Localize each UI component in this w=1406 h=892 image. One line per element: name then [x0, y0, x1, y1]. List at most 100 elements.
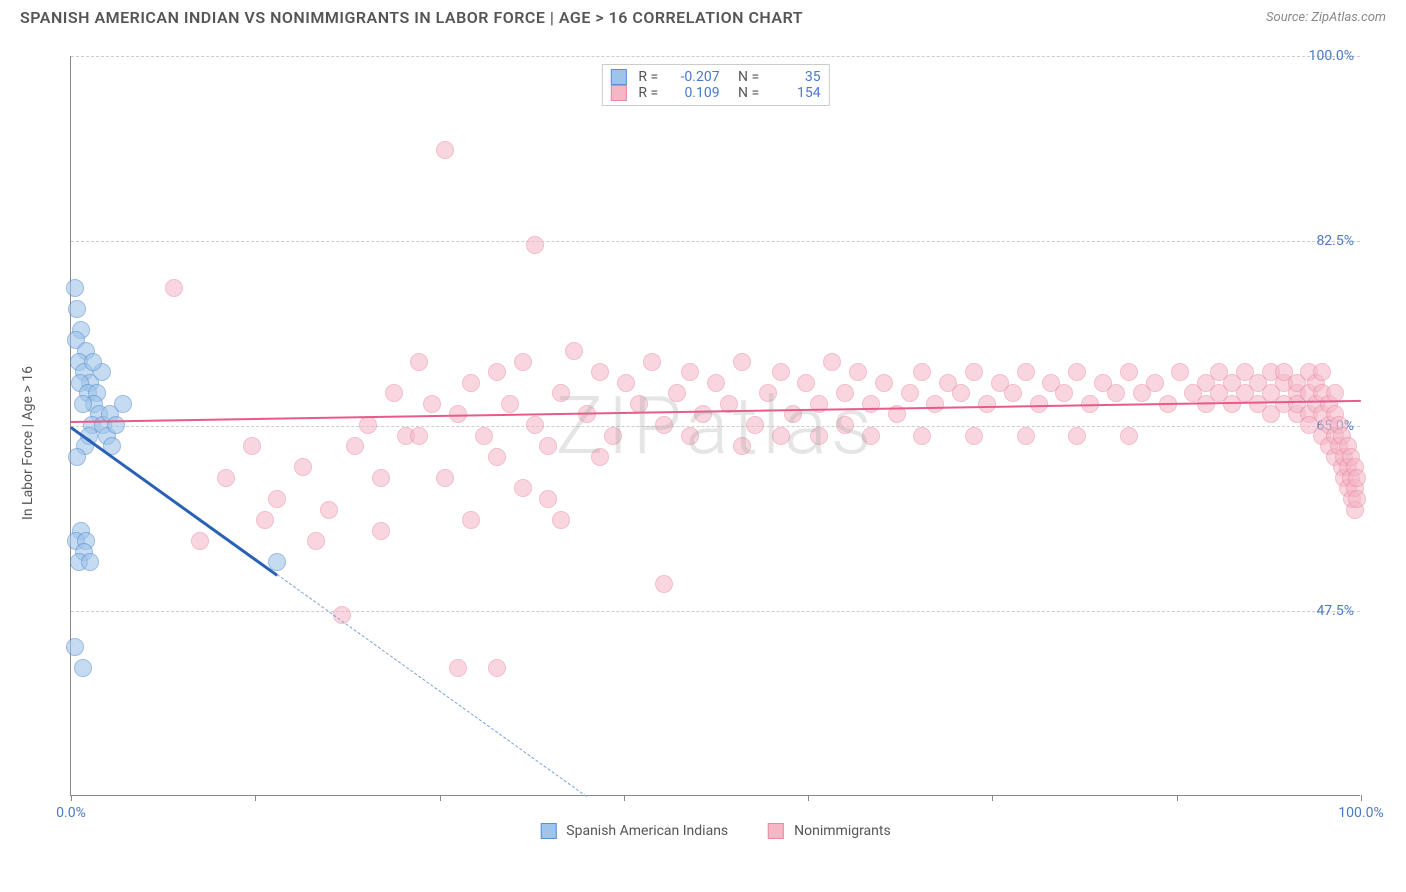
data-point: [604, 427, 622, 445]
r-label: R =: [638, 69, 661, 85]
plot-area: ZIPatlas R = -0.207 N = 35 R = 0.109 N =…: [70, 56, 1360, 796]
data-point: [978, 395, 996, 413]
data-point: [681, 363, 699, 381]
data-point: [772, 427, 790, 445]
data-point: [836, 384, 854, 402]
data-point: [449, 659, 467, 677]
data-point: [965, 427, 983, 445]
data-point: [436, 141, 454, 159]
x-tick-label: 0.0%: [56, 805, 86, 821]
corr-row-series-a: R = -0.207 N = 35: [610, 69, 820, 85]
data-point: [114, 395, 132, 413]
data-point: [74, 659, 92, 677]
data-point: [410, 353, 428, 371]
data-point: [268, 490, 286, 508]
r-label: R =: [638, 85, 661, 101]
data-point: [733, 437, 751, 455]
data-point: [1120, 363, 1138, 381]
data-point: [643, 353, 661, 371]
n-label: N =: [728, 69, 763, 85]
data-point: [875, 374, 893, 392]
data-point: [81, 553, 99, 571]
data-point: [668, 384, 686, 402]
data-point: [462, 374, 480, 392]
data-point: [475, 427, 493, 445]
data-point: [810, 427, 828, 445]
data-point: [1313, 363, 1331, 381]
data-point: [694, 405, 712, 423]
swatch-series-b: [610, 85, 626, 101]
data-point: [1120, 427, 1138, 445]
data-point: [217, 469, 235, 487]
x-tick: [440, 795, 441, 801]
data-point: [707, 374, 725, 392]
swatch-series-a: [610, 69, 626, 85]
data-point: [926, 395, 944, 413]
data-point: [294, 458, 312, 476]
data-point: [862, 427, 880, 445]
data-point: [66, 279, 84, 297]
data-point: [410, 427, 428, 445]
x-tick: [992, 795, 993, 801]
data-point: [591, 448, 609, 466]
x-tick: [624, 795, 625, 801]
data-point: [952, 384, 970, 402]
data-point: [836, 416, 854, 434]
trend-line: [277, 574, 587, 797]
data-point: [526, 416, 544, 434]
data-point: [514, 479, 532, 497]
n-value-b: 154: [771, 85, 821, 101]
data-point: [849, 363, 867, 381]
gridline: [71, 56, 1360, 57]
y-tick-label: 100.0%: [1309, 48, 1354, 64]
data-point: [488, 448, 506, 466]
data-point: [385, 384, 403, 402]
legend-item-a: Spanish American Indians: [540, 823, 728, 839]
data-point: [346, 437, 364, 455]
data-point: [526, 236, 544, 254]
data-point: [74, 395, 92, 413]
gridline: [71, 241, 1360, 242]
data-point: [488, 363, 506, 381]
data-point: [1055, 384, 1073, 402]
correlation-box: R = -0.207 N = 35 R = 0.109 N = 154: [601, 64, 829, 106]
x-tick: [808, 795, 809, 801]
data-point: [256, 511, 274, 529]
gridline: [71, 611, 1360, 612]
x-tick-label: 100.0%: [1338, 805, 1383, 821]
data-point: [552, 511, 570, 529]
r-value-b: 0.109: [670, 85, 720, 101]
data-point: [681, 427, 699, 445]
data-point: [1107, 384, 1125, 402]
data-point: [539, 437, 557, 455]
data-point: [501, 395, 519, 413]
data-point: [359, 416, 377, 434]
data-point: [462, 511, 480, 529]
y-tick-label: 47.5%: [1316, 603, 1354, 619]
data-point: [655, 416, 673, 434]
data-point: [552, 384, 570, 402]
data-point: [746, 416, 764, 434]
data-point: [1171, 363, 1189, 381]
chart-container: In Labor Force | Age > 16 ZIPatlas R = -…: [50, 48, 1380, 838]
data-point: [1146, 374, 1164, 392]
legend-item-b: Nonimmigrants: [768, 823, 891, 839]
data-point: [1348, 469, 1366, 487]
data-point: [655, 575, 673, 593]
data-point: [372, 522, 390, 540]
data-point: [307, 532, 325, 550]
data-point: [66, 638, 84, 656]
data-point: [423, 395, 441, 413]
data-point: [1068, 363, 1086, 381]
x-tick: [1361, 795, 1362, 801]
chart-title: SPANISH AMERICAN INDIAN VS NONIMMIGRANTS…: [20, 8, 803, 27]
n-value-a: 35: [771, 69, 821, 85]
data-point: [539, 490, 557, 508]
data-point: [733, 353, 751, 371]
r-value-a: -0.207: [670, 69, 720, 85]
source-label: Source: ZipAtlas.com: [1266, 10, 1386, 25]
data-point: [191, 532, 209, 550]
data-point: [759, 384, 777, 402]
y-tick-label: 82.5%: [1316, 233, 1354, 249]
data-point: [68, 300, 86, 318]
